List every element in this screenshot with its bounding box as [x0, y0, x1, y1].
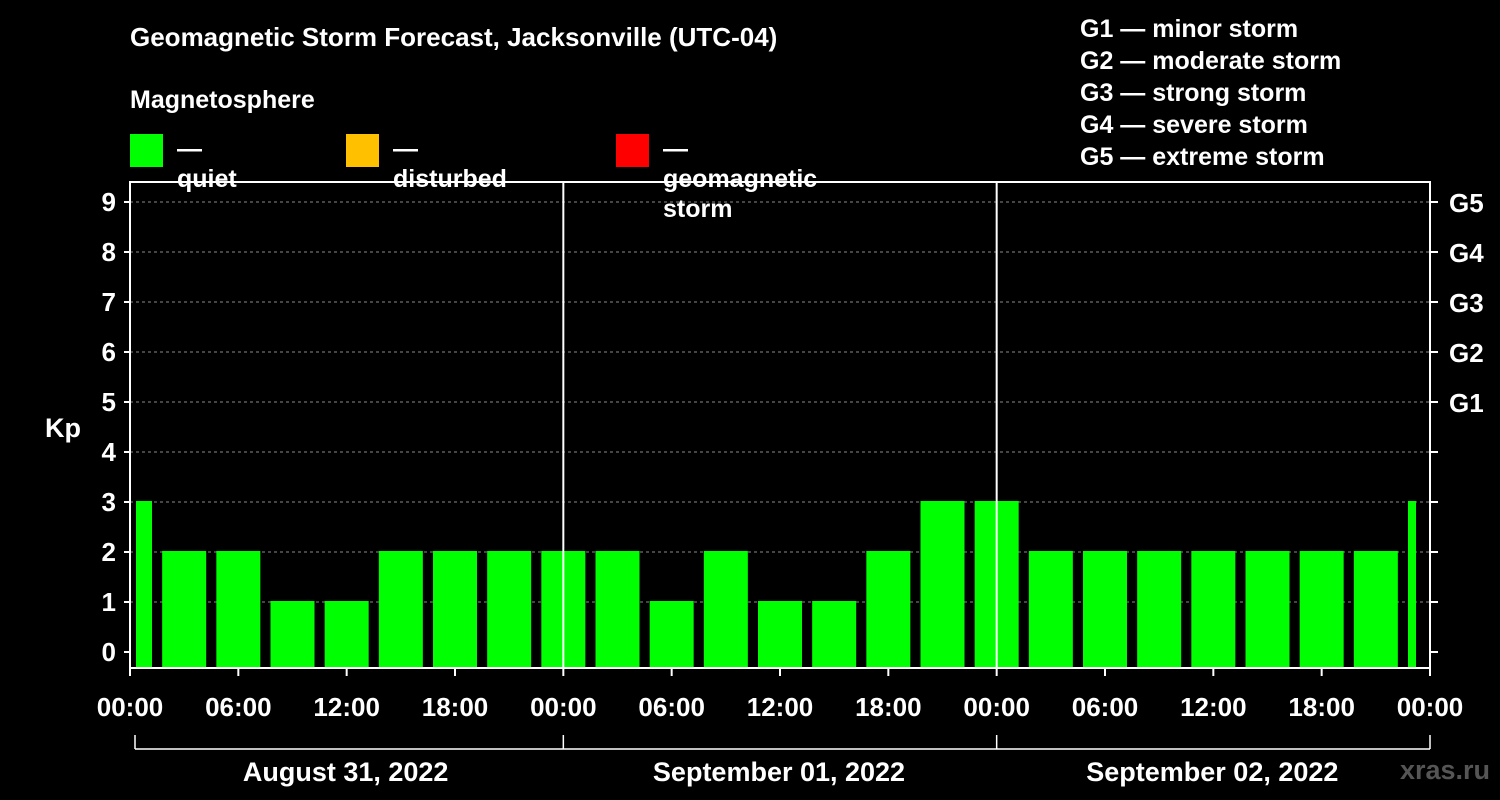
x-tick-label: 18:00	[1288, 692, 1355, 722]
x-tick-label: 00:00	[97, 692, 164, 722]
y-tick-label: 4	[102, 437, 117, 467]
g-scale-label: G5	[1449, 188, 1484, 218]
x-tick-label: 00:00	[1397, 692, 1464, 722]
kp-bar	[136, 501, 152, 668]
kp-bar	[378, 551, 423, 668]
date-label: September 02, 2022	[1086, 757, 1338, 787]
storm-scale-g1: G1 — minor storm	[1080, 15, 1299, 43]
x-tick-label: 12:00	[747, 692, 814, 722]
kp-bar	[487, 551, 532, 668]
g-scale-label: G2	[1449, 338, 1484, 368]
kp-bar	[920, 501, 965, 668]
x-tick-label: 00:00	[963, 692, 1030, 722]
legend-label-disturbed: — disturbed	[393, 135, 507, 193]
kp-bar	[1408, 501, 1416, 668]
y-tick-label: 6	[102, 337, 116, 367]
axes: 0 1 2 3 4 5 6 7 8 9 G1 G2 G3 G4 G5 00:00 06:00 12:00 18:00…	[97, 181, 1484, 787]
kp-bar	[758, 601, 802, 668]
bars	[136, 501, 1416, 668]
storm-scale-g4: G4 — severe storm	[1080, 111, 1308, 139]
chart-subtitle: Magnetosphere	[130, 86, 315, 114]
kp-bar	[649, 601, 694, 668]
kp-bar	[1245, 551, 1290, 668]
g-scale-label: G3	[1449, 288, 1484, 318]
y-axis-label: Kp	[45, 413, 81, 443]
kp-bar	[703, 551, 748, 668]
y-tick-label: 0	[102, 637, 116, 667]
y-tick-label: 7	[102, 287, 116, 317]
disturbed-swatch	[346, 134, 379, 167]
y-tick-label: 9	[102, 187, 116, 217]
storm-scale-g5: G5 — extreme storm	[1080, 143, 1325, 171]
date-label: September 01, 2022	[653, 757, 905, 787]
x-tick-label: 06:00	[205, 692, 272, 722]
legend-label-storm: — geomagnetic storm	[663, 135, 818, 223]
storm-scale-g2: G2 — moderate storm	[1080, 47, 1342, 75]
y-tick-label: 2	[102, 537, 116, 567]
quiet-swatch	[130, 134, 163, 167]
kp-bar	[1028, 551, 1073, 668]
kp-bar	[1083, 551, 1127, 668]
g-scale-label: G4	[1449, 238, 1484, 268]
kp-bar	[866, 551, 911, 668]
y-tick-label: 1	[102, 587, 116, 617]
x-tick-label: 00:00	[530, 692, 597, 722]
legend-label-quiet: — quiet	[177, 135, 237, 193]
grid-lines	[130, 201, 1430, 603]
x-tick-label: 12:00	[1180, 692, 1247, 722]
kp-bar	[1191, 551, 1236, 668]
storm-scale-g3: G3 — strong storm	[1080, 79, 1307, 107]
y-tick-label: 5	[102, 387, 116, 417]
storm-swatch	[616, 134, 649, 167]
g-scale-label: G1	[1449, 388, 1484, 418]
x-tick-label: 12:00	[313, 692, 380, 722]
kp-bar	[433, 551, 477, 668]
x-tick-label: 18:00	[422, 692, 489, 722]
kp-bar	[1353, 551, 1398, 668]
kp-bar	[1137, 551, 1182, 668]
kp-bar	[595, 551, 640, 668]
y-tick-label: 3	[102, 487, 116, 517]
kp-bar	[1299, 551, 1344, 668]
watermark: xras.ru	[1399, 755, 1490, 785]
kp-bar	[812, 601, 857, 668]
x-tick-label: 06:00	[1072, 692, 1139, 722]
y-tick-label: 8	[102, 237, 116, 267]
chart-title: Geomagnetic Storm Forecast, Jacksonville…	[130, 22, 778, 52]
x-tick-label: 18:00	[855, 692, 922, 722]
kp-bar	[324, 601, 369, 668]
kp-bar	[216, 551, 261, 668]
kp-bar	[162, 551, 207, 668]
date-label: August 31, 2022	[243, 757, 449, 787]
x-tick-label: 06:00	[638, 692, 705, 722]
kp-bar	[270, 601, 315, 668]
